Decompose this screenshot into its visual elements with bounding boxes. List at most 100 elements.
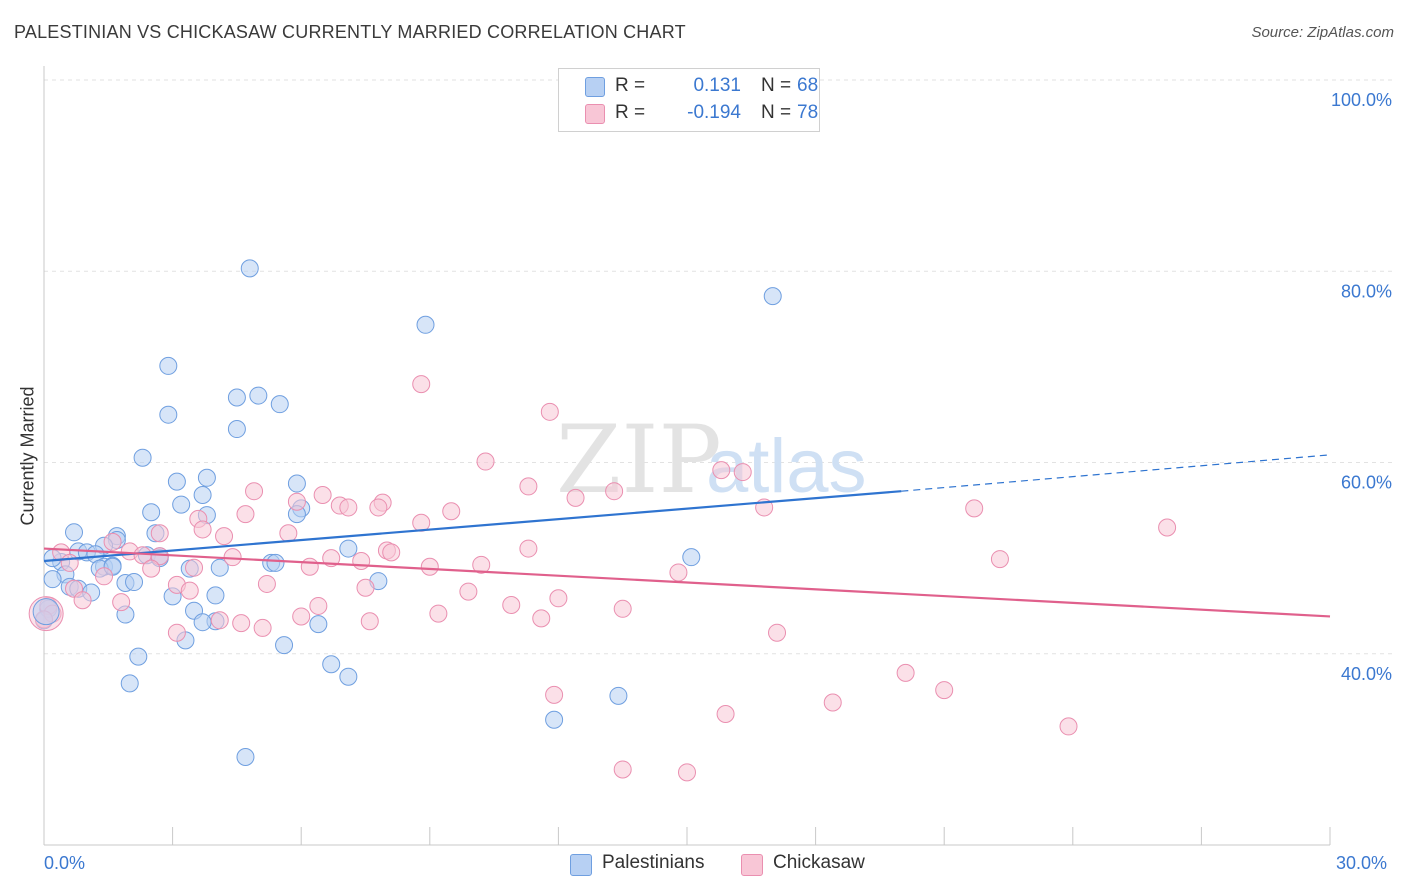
x-axis-min-label: 0.0%: [44, 853, 86, 873]
correlation-legend: R = 0.131 N = 68 R = -0.194 N = 78: [558, 68, 820, 132]
data-point: [129, 647, 148, 666]
data-point: [352, 551, 371, 570]
bottom-legend-label: Palestinians: [602, 852, 705, 873]
data-point: [545, 710, 564, 729]
data-point: [356, 578, 375, 597]
data-point: [32, 598, 60, 626]
bottom-legend-swatch-palestinians: [570, 854, 592, 876]
data-point: [733, 463, 752, 482]
data-point: [142, 559, 161, 578]
data-point: [73, 591, 92, 610]
data-point: [95, 567, 114, 586]
data-point: [339, 539, 358, 558]
data-point: [716, 704, 735, 723]
data-point: [253, 618, 272, 637]
data-point: [180, 581, 199, 600]
legend-n-value: 68: [797, 75, 819, 96]
data-point: [549, 589, 568, 608]
data-point: [313, 486, 332, 505]
data-point: [240, 259, 259, 278]
data-point: [227, 420, 246, 439]
data-points: [28, 259, 1177, 782]
data-point: [193, 613, 212, 632]
data-point: [60, 553, 79, 572]
data-point: [167, 472, 186, 491]
y-tick-label: 60.0%: [1341, 473, 1392, 493]
data-point: [236, 505, 255, 524]
data-point: [270, 395, 289, 414]
data-point: [412, 375, 431, 394]
data-point: [896, 663, 915, 682]
legend-swatch-palestinians: [585, 77, 605, 97]
data-point: [210, 611, 229, 630]
y-tick-label: 80.0%: [1341, 281, 1392, 301]
data-point: [120, 674, 139, 693]
data-point: [245, 482, 264, 501]
chart-title: PALESTINIAN VS CHICKASAW CURRENTLY MARRI…: [14, 22, 686, 42]
data-point: [227, 388, 246, 407]
data-point: [682, 548, 701, 567]
data-point: [768, 623, 787, 642]
data-point: [275, 636, 294, 655]
data-point: [266, 553, 285, 572]
data-point: [613, 760, 632, 779]
trend-line-chickasaw: [43, 547, 1331, 618]
data-point: [142, 503, 161, 522]
data-point: [502, 595, 521, 614]
data-point: [382, 543, 401, 562]
legend-r-label: R =: [615, 75, 646, 96]
data-point: [935, 681, 954, 700]
data-point: [167, 623, 186, 642]
data-point: [540, 402, 559, 421]
data-point: [712, 461, 731, 480]
data-point: [609, 686, 628, 705]
data-point: [236, 748, 255, 767]
trend-line-extension: [901, 454, 1331, 492]
data-point: [459, 582, 478, 601]
data-point: [369, 498, 388, 517]
y-axis-label: Currently Married: [17, 386, 38, 526]
data-point: [519, 477, 538, 496]
data-point: [309, 615, 328, 634]
axes: [43, 66, 1331, 846]
data-point: [103, 532, 122, 551]
data-point: [43, 570, 62, 589]
bottom-legend-label: Chickasaw: [773, 852, 865, 873]
data-point: [232, 614, 251, 633]
data-point: [193, 520, 212, 539]
data-point: [763, 287, 782, 306]
data-point: [532, 609, 551, 628]
data-point: [292, 607, 311, 626]
data-point: [416, 315, 435, 334]
data-point: [823, 693, 842, 712]
data-point: [150, 524, 169, 543]
data-point: [133, 448, 152, 467]
legend-r-value: -0.194: [687, 102, 741, 123]
data-point: [669, 563, 688, 582]
data-point: [472, 555, 491, 574]
data-point: [287, 492, 306, 511]
legend-n-label: N =: [761, 102, 792, 123]
data-point: [613, 599, 632, 618]
legend-n-value: 78: [797, 102, 819, 123]
data-point: [566, 488, 585, 507]
data-point: [185, 558, 204, 577]
data-point: [605, 482, 624, 501]
trend-lines: [43, 454, 1331, 618]
data-point: [965, 499, 984, 518]
y-tick-label: 100.0%: [1331, 90, 1392, 110]
data-point: [159, 405, 178, 424]
data-point: [172, 495, 191, 514]
data-point: [249, 386, 268, 405]
source-label: Source: ZipAtlas.com: [1251, 24, 1394, 41]
data-point: [678, 763, 696, 782]
data-point: [206, 586, 225, 605]
data-point: [215, 527, 234, 546]
data-point: [429, 604, 448, 623]
data-point: [519, 539, 538, 558]
data-point: [279, 524, 298, 543]
x-axis-max-label: 30.0%: [1336, 853, 1388, 873]
gridlines: [44, 79, 1392, 655]
data-point: [159, 356, 178, 375]
